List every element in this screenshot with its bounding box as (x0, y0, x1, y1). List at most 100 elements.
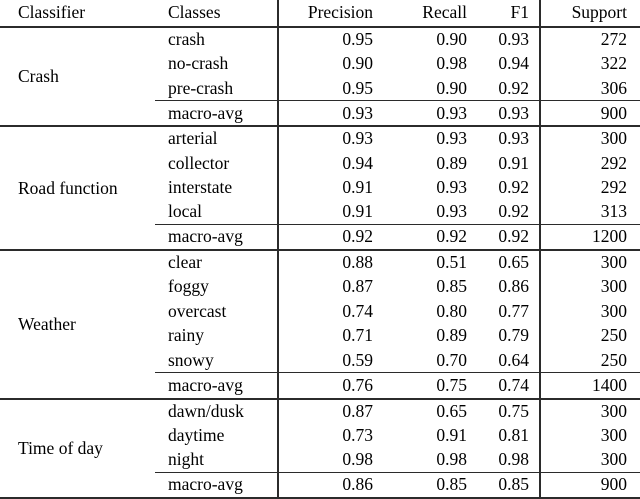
f1-cell: 0.86 (498, 276, 529, 297)
results-table-body: Crash crash 0.95 0.90 0.93 272 no-crash 0.90 0.9… (0, 27, 640, 499)
classifier-group-label: Time of day (0, 398, 155, 499)
precision-cell: 0.76 (277, 372, 378, 400)
recall-cell: 0.75 (378, 372, 470, 400)
recall-cell: 0.70 (436, 349, 467, 370)
precision-cell: 0.91 (277, 175, 378, 200)
class-cell: dawn/dusk (168, 400, 244, 421)
class-cell: pre-crash (168, 77, 234, 98)
macro-avg-row: macro-avg 0.93 0.93 0.93 900 (0, 100, 640, 128)
support-cell: 1400 (539, 372, 640, 400)
class-cell: foggy (168, 276, 209, 297)
class-row: collector 0.94 0.89 0.91 292 (0, 150, 640, 176)
table-header: Classifier Classes Precision Recall F1 S… (0, 0, 640, 28)
precision-cell: 0.93 (277, 126, 378, 151)
f1-cell: 0.65 (498, 252, 529, 273)
recall-cell: 0.80 (436, 300, 467, 321)
recall-cell: 0.93 (378, 100, 470, 128)
f1-cell: 0.93 (470, 100, 540, 128)
recall-cell: 0.90 (436, 29, 467, 50)
precision-cell: 0.90 (277, 51, 378, 77)
precision-cell: 0.95 (277, 76, 378, 101)
recall-cell: 0.91 (436, 424, 467, 445)
class-row: interstate 0.91 0.93 0.92 292 (0, 175, 640, 200)
class-row: overcast 0.74 0.80 0.77 300 (0, 299, 640, 324)
support-cell: 900 (539, 471, 640, 499)
class-row: daytime 0.73 0.91 0.81 300 (0, 423, 640, 448)
macro-avg-row: macro-avg 0.92 0.92 0.92 1200 (0, 224, 640, 252)
support-cell: 300 (539, 447, 640, 473)
classifier-group-label: Road function (0, 126, 155, 252)
f1-cell: 0.98 (498, 449, 529, 470)
support-cell: 300 (539, 250, 640, 275)
precision-cell: 0.73 (277, 423, 378, 448)
recall-cell: 0.93 (436, 201, 467, 222)
f1-cell: 0.74 (470, 372, 540, 400)
class-row: rainy 0.71 0.89 0.79 250 (0, 323, 640, 349)
support-cell: 250 (539, 323, 640, 349)
class-row: night 0.98 0.98 0.98 300 (0, 447, 640, 473)
precision-cell: 0.88 (277, 250, 378, 275)
class-cell: crash (168, 29, 205, 50)
classifier-group-label: Weather (0, 250, 155, 400)
class-cell: daytime (168, 424, 225, 445)
class-cell: no-crash (168, 53, 229, 74)
support-cell: 300 (539, 299, 640, 324)
f1-cell: 0.85 (470, 471, 540, 499)
f1-cell: 0.92 (470, 224, 540, 252)
recall-cell: 0.98 (436, 53, 467, 74)
recall-cell: 0.93 (436, 128, 467, 149)
f1-cell: 0.81 (498, 424, 529, 445)
support-cell: 313 (539, 199, 640, 225)
f1-cell: 0.77 (498, 300, 529, 321)
support-cell: 300 (539, 274, 640, 300)
col-header-recall: Recall (378, 0, 470, 28)
support-cell: 900 (539, 100, 640, 128)
class-row: Crash crash 0.95 0.90 0.93 272 (0, 27, 640, 128)
f1-cell: 0.79 (498, 325, 529, 346)
f1-cell: 0.91 (498, 152, 529, 173)
class-cell: night (168, 449, 204, 470)
f1-cell: 0.75 (498, 400, 529, 421)
col-header-classes: Classes (155, 0, 278, 28)
recall-cell: 0.85 (378, 471, 470, 499)
macro-avg-row: macro-avg 0.86 0.85 0.85 900 (0, 471, 640, 499)
class-cell: macro-avg (155, 471, 278, 499)
precision-cell: 0.71 (277, 323, 378, 349)
col-header-precision: Precision (277, 0, 378, 28)
class-row: no-crash 0.90 0.98 0.94 322 (0, 51, 640, 77)
class-cell: macro-avg (155, 100, 278, 128)
precision-cell: 0.86 (277, 471, 378, 499)
support-cell: 292 (539, 175, 640, 200)
header-row: Classifier Classes Precision Recall F1 S… (0, 0, 640, 28)
precision-cell: 0.94 (277, 150, 378, 176)
precision-cell: 0.74 (277, 299, 378, 324)
class-cell: macro-avg (155, 224, 278, 252)
support-cell: 300 (539, 398, 640, 424)
support-cell: 322 (539, 51, 640, 77)
recall-cell: 0.92 (378, 224, 470, 252)
recall-cell: 0.89 (436, 325, 467, 346)
recall-cell: 0.93 (436, 177, 467, 198)
recall-cell: 0.65 (436, 400, 467, 421)
recall-cell: 0.51 (436, 252, 467, 273)
support-cell: 272 (539, 27, 640, 52)
support-cell: 292 (539, 150, 640, 176)
f1-cell: 0.92 (498, 201, 529, 222)
class-cell: overcast (168, 300, 227, 321)
support-cell: 1200 (539, 224, 640, 252)
col-header-f1: F1 (470, 0, 540, 28)
f1-cell: 0.64 (498, 349, 529, 370)
class-row: Road function arterial 0.93 0.93 0.93 300 (0, 126, 640, 252)
f1-cell: 0.93 (498, 29, 529, 50)
support-cell: 300 (539, 423, 640, 448)
precision-cell: 0.87 (277, 398, 378, 424)
col-header-support: Support (539, 0, 640, 28)
class-cell: local (168, 201, 203, 222)
precision-cell: 0.87 (277, 274, 378, 300)
class-cell: interstate (168, 177, 233, 198)
class-cell: collector (168, 152, 230, 173)
class-cell: macro-avg (155, 372, 278, 400)
f1-cell: 0.94 (498, 53, 529, 74)
support-cell: 306 (539, 76, 640, 101)
col-header-classifier: Classifier (0, 0, 155, 28)
